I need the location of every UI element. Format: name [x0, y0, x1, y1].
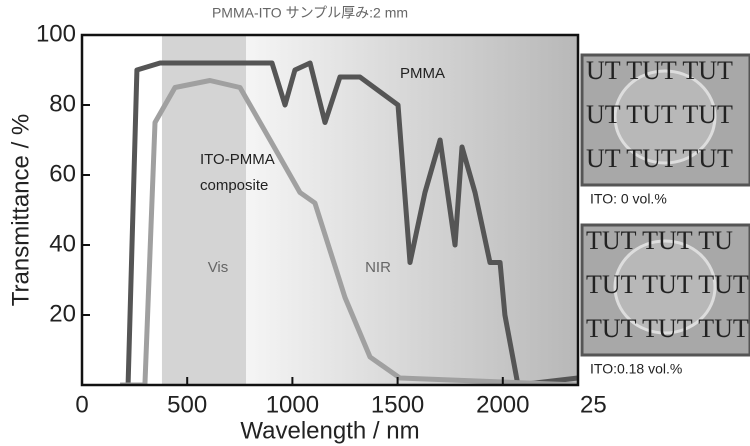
series-line	[125, 60, 578, 385]
region-label: Vis	[208, 259, 229, 276]
photo-text: TUT TUT TUT	[586, 314, 749, 343]
x-tick-label: 25	[580, 391, 607, 418]
x-tick-label: 500	[167, 391, 207, 418]
x-axis-label: Wavelength / nm	[240, 417, 419, 444]
region-shade	[246, 35, 578, 385]
photo-caption: ITO:0.18 vol.%	[590, 361, 682, 377]
photo-text: UT TUT TUT	[586, 144, 733, 173]
photo-text: TUT TUT TUT	[586, 270, 749, 299]
x-tick-label: 1500	[371, 391, 424, 418]
region-label: NIR	[365, 259, 391, 276]
y-tick-label: 80	[49, 90, 76, 117]
y-tick-label: 60	[49, 160, 76, 187]
frame	[80, 33, 580, 387]
photo-sample	[613, 69, 717, 165]
series-line	[120, 78, 578, 385]
x-tick-label: 2000	[476, 391, 529, 418]
y-tick-label: 40	[49, 230, 76, 257]
series-name: ITO-PMMA composite	[200, 151, 275, 194]
series-name-line: composite	[200, 177, 268, 194]
x-tick-label: 1000	[266, 391, 319, 418]
chart-title: PMMA-ITO サンプル厚み:2 mm	[212, 5, 408, 21]
y-axis-label: Transmittance / %	[7, 114, 34, 307]
y-tick-label: 100	[36, 20, 76, 47]
photo-sample	[613, 239, 717, 335]
photo-caption: ITO: 0 vol.%	[590, 191, 667, 207]
series-name-line: ITO-PMMA	[200, 151, 275, 168]
plot	[120, 35, 578, 385]
x-tick-label: 0	[75, 391, 88, 418]
photo-text: UT TUT TUT	[586, 100, 733, 129]
series-name: PMMA	[400, 65, 445, 82]
photo-text: TUT TUT TU	[586, 226, 733, 255]
photo-text: UT TUT TUT	[586, 56, 733, 85]
region	[161, 35, 247, 385]
y-tick-label: 20	[49, 300, 76, 327]
